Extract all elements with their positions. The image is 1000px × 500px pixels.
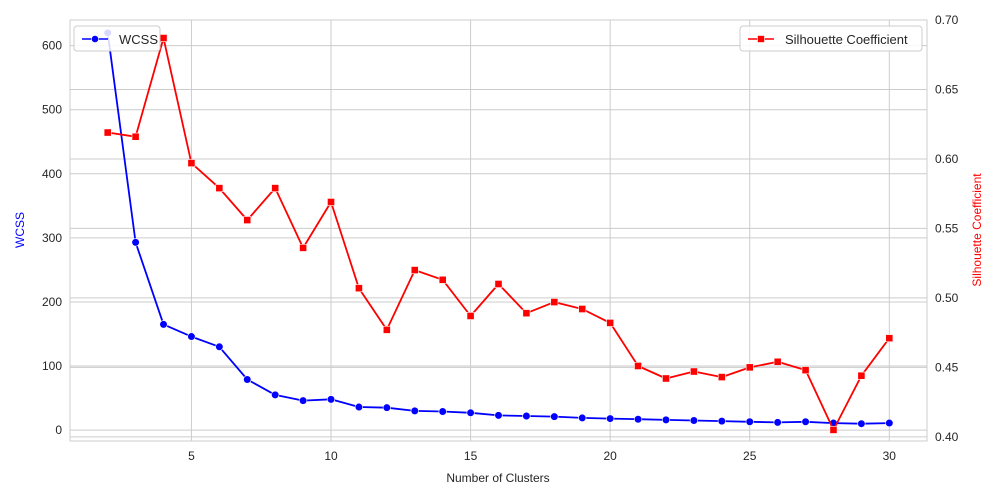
y-left-tick-label: 0 [55, 423, 62, 437]
data-point-silhouette [215, 184, 224, 193]
x-tick-label: 30 [883, 449, 897, 463]
grid-lines [70, 19, 927, 441]
legend-wcss-box [73, 25, 161, 52]
data-point-wcss [298, 396, 308, 405]
data-point-silhouette [271, 184, 280, 193]
x-axis-title: Number of Clusters [446, 471, 549, 485]
data-point-silhouette [159, 34, 168, 42]
data-point-silhouette [550, 298, 559, 306]
legend-wcss-marker [91, 35, 99, 43]
y-right-tick-label: 0.65 [935, 82, 959, 96]
data-point-wcss [522, 411, 531, 421]
y-left-tick-label: 600 [42, 39, 62, 53]
data-point-wcss [885, 418, 894, 428]
legend-wcss: WCSS [73, 25, 161, 52]
series-line-silhouette [107, 37, 891, 431]
legend-silhouette-box [739, 25, 923, 52]
y-left-tick-label: 100 [42, 359, 62, 373]
data-point-silhouette [187, 159, 196, 168]
y-left-tick-label: 300 [42, 231, 62, 245]
y-left-tick-label: 400 [42, 167, 62, 181]
x-tick-label: 5 [188, 449, 195, 463]
data-point-silhouette [299, 243, 307, 252]
y-right-tick-label: 0.50 [935, 291, 959, 305]
data-point-silhouette [355, 284, 363, 293]
data-point-silhouette [103, 128, 112, 137]
legend-silhouette-label: Silhouette Coefficient [785, 32, 908, 47]
data-point-silhouette [857, 371, 866, 380]
data-point-silhouette [801, 366, 810, 375]
data-point-wcss [215, 342, 224, 351]
data-point-wcss [271, 390, 280, 399]
y-left-axis-title: WCSS [13, 212, 27, 248]
data-point-wcss [466, 408, 475, 417]
data-point-wcss [578, 413, 587, 423]
data-point-wcss [606, 414, 615, 423]
y-right-axis-title: Silhouette Coefficient [970, 173, 984, 287]
tick-labels: 5 10 15 20 25 3001002003004005006000.400.450.… [42, 13, 959, 463]
data-point-wcss [494, 411, 503, 420]
x-tick-label: 20 [603, 449, 617, 463]
data-point-silhouette [745, 363, 754, 372]
y-right-tick-label: 0.40 [935, 430, 959, 444]
data-point-wcss [717, 417, 726, 426]
data-point-wcss [243, 375, 252, 384]
y-right-tick-label: 0.45 [935, 360, 959, 374]
y-left-tick-label: 200 [42, 295, 62, 309]
x-tick-label: 25 [743, 449, 757, 463]
data-point-wcss [550, 412, 559, 421]
data-point-silhouette [662, 374, 670, 383]
data-point-wcss [159, 320, 168, 329]
y-right-tick-label: 0.70 [935, 13, 959, 27]
data-point-wcss [689, 416, 699, 425]
y-right-tick-label: 0.60 [935, 152, 959, 166]
data-point-silhouette [494, 280, 503, 288]
data-point-wcss [857, 419, 866, 428]
data-point-wcss [773, 418, 782, 427]
data-point-silhouette [466, 312, 475, 320]
data-point-wcss [354, 402, 364, 412]
data-point-silhouette [522, 309, 531, 318]
legend-silhouette: Silhouette Coefficient [739, 25, 923, 52]
legend-silhouette-marker [757, 35, 765, 43]
y-left-tick-label: 500 [42, 103, 62, 117]
plot-frame [69, 19, 928, 442]
data-point-silhouette [829, 425, 838, 434]
data-point-silhouette [717, 373, 726, 381]
data-point-wcss [187, 332, 196, 341]
data-point-silhouette [773, 357, 782, 366]
data-point-silhouette [634, 362, 642, 370]
data-point-wcss [438, 407, 447, 416]
data-point-wcss [131, 238, 140, 247]
data-point-silhouette [438, 275, 447, 284]
data-point-wcss [633, 415, 643, 424]
x-tick-label: 15 [464, 449, 478, 463]
data-point-wcss [382, 403, 391, 412]
legend-wcss-label: WCSS [119, 32, 158, 47]
data-point-silhouette [578, 305, 587, 313]
data-point-wcss [326, 395, 336, 404]
data-point-wcss [410, 406, 419, 415]
data-point-wcss [745, 417, 754, 426]
data-point-silhouette [606, 318, 615, 327]
data-point-silhouette [885, 334, 894, 343]
data-point-silhouette [243, 216, 252, 224]
data-point-silhouette [690, 367, 698, 376]
data-point-silhouette [410, 266, 419, 274]
data-point-wcss [661, 415, 671, 424]
y-right-tick-label: 0.55 [935, 221, 959, 235]
data-point-silhouette [382, 325, 391, 334]
data-point-silhouette [327, 198, 335, 206]
data-point-silhouette [131, 132, 140, 141]
x-tick-label: 10 [324, 449, 338, 463]
data-point-wcss [801, 417, 810, 426]
